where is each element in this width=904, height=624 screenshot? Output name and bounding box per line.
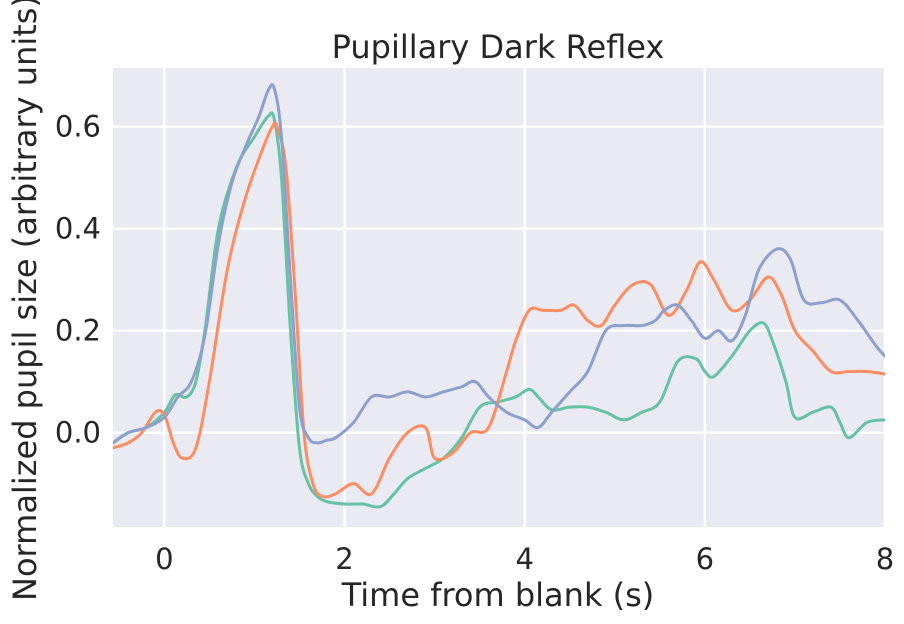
chart-title: Pupillary Dark Reflex — [332, 28, 665, 66]
y-tick-label: 0.2 — [55, 314, 101, 348]
y-tick-label: 0.0 — [55, 416, 101, 450]
x-tick-label: 6 — [696, 542, 714, 576]
x-tick-label: 0 — [155, 542, 173, 576]
y-tick-labels: 0.0 0.2 0.4 0.6 — [55, 110, 101, 450]
x-tick-label: 4 — [515, 542, 533, 576]
plot-area — [113, 68, 885, 527]
y-axis-label: Normalized pupil size (arbitrary units) — [6, 0, 44, 601]
series-line-1 — [113, 111, 885, 509]
x-tick-label: 8 — [876, 542, 894, 576]
y-tick-label: 0.4 — [55, 212, 101, 246]
x-tick-label: 2 — [335, 542, 353, 576]
series-group — [113, 83, 885, 509]
series-line-2 — [113, 121, 885, 499]
x-tick-labels: 0 2 4 6 8 — [155, 542, 894, 576]
y-tick-label: 0.6 — [55, 110, 101, 144]
grid — [113, 68, 887, 527]
x-axis-label: Time from blank (s) — [341, 576, 655, 614]
series-line-3 — [113, 83, 885, 445]
